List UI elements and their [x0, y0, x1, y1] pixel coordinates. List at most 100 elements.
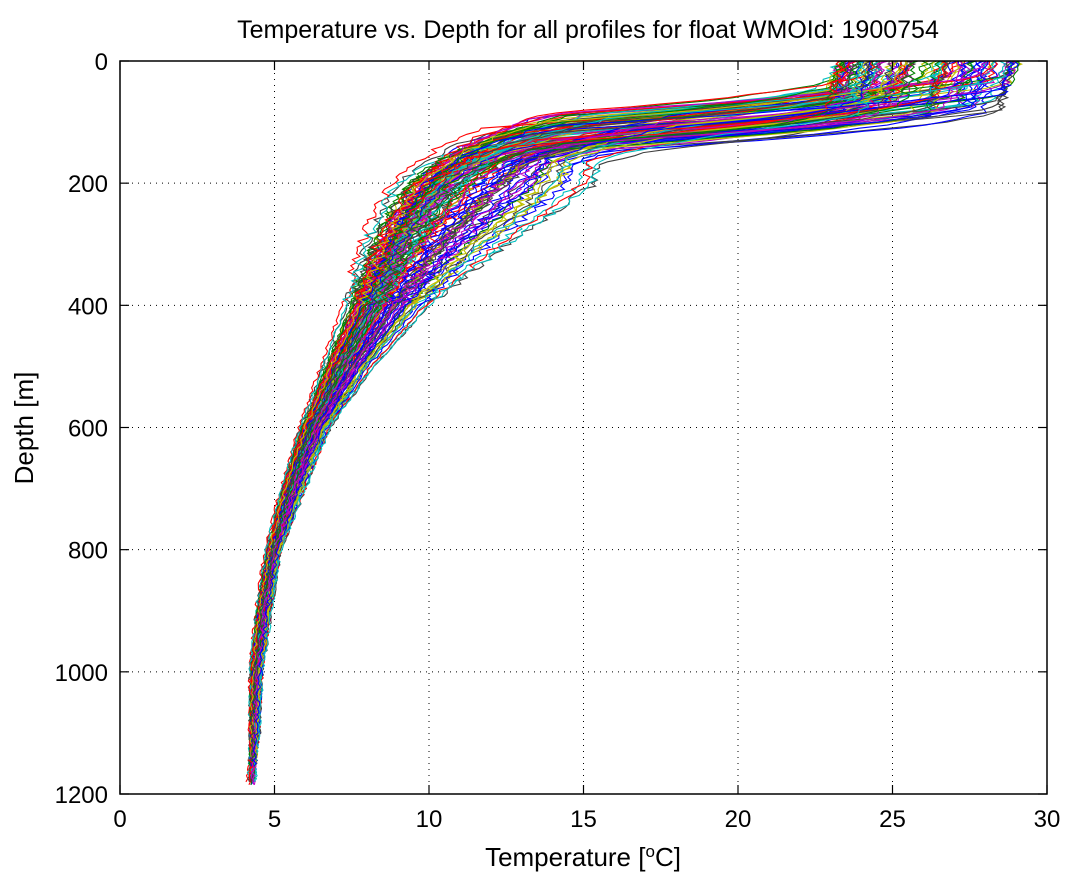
profile-line [251, 60, 917, 767]
profile-line [252, 60, 897, 770]
profile-line [249, 60, 1024, 773]
profile-line [252, 60, 870, 777]
axes [119, 60, 1048, 795]
profile-line [251, 60, 977, 780]
profile-line [251, 60, 968, 755]
profile-line [248, 60, 968, 777]
profile-line [253, 60, 900, 755]
profile-line [248, 60, 882, 776]
profile-line [249, 60, 966, 761]
x-tick-label: 15 [570, 806, 597, 833]
y-tick-label: 600 [68, 416, 108, 443]
profile-line [249, 60, 962, 773]
profile-line [250, 60, 1012, 749]
profile-line [250, 60, 909, 758]
y-tick-label: 800 [68, 538, 108, 565]
profile-line [250, 60, 973, 785]
profile-line [251, 60, 945, 752]
profile-line [252, 60, 865, 783]
profile-line [254, 60, 899, 752]
profile-line [245, 60, 858, 783]
profile-line [248, 60, 1020, 749]
profile-line [249, 60, 914, 779]
profile-line [250, 60, 860, 761]
profile-line [252, 60, 966, 755]
tick-labels: 0 5 10 15 20 25 30 0 200 400 600 800 1000 1200 [55, 49, 1061, 833]
y-tick-label: 400 [68, 293, 108, 320]
profile-line [250, 60, 988, 786]
x-tick-label: 0 [113, 806, 126, 833]
profile-line [248, 60, 1016, 755]
profile-line [250, 60, 948, 776]
x-axis-title-prefix: Temperature [ [485, 842, 646, 872]
x-axis-title: Temperature [oC] [485, 842, 681, 873]
profile-line [250, 60, 897, 758]
profile-line [250, 60, 915, 758]
profile-line [249, 60, 860, 770]
x-tick-label: 10 [416, 806, 443, 833]
profile-line [253, 60, 871, 764]
profile-line [252, 60, 974, 758]
profile-line [249, 60, 991, 773]
profile-line [249, 60, 963, 767]
profile-line [256, 60, 870, 749]
profile-line [251, 60, 982, 758]
profile-line [246, 60, 943, 777]
profile-line [249, 60, 908, 758]
profile-line [250, 60, 880, 773]
profile-line [252, 60, 856, 783]
profile-line [250, 60, 989, 767]
profile-line [251, 60, 908, 761]
profile-line [249, 60, 937, 779]
profile-line [248, 60, 994, 773]
y-tick-label: 1200 [55, 782, 108, 809]
profile-line [248, 60, 952, 782]
profile-line [250, 60, 962, 773]
y-tick-label: 1000 [55, 660, 108, 687]
profile-line [249, 60, 848, 780]
profile-line [251, 60, 915, 764]
profile-line [250, 60, 974, 767]
profile-line [252, 60, 985, 752]
profile-line [253, 60, 997, 782]
profile-line [249, 60, 1020, 779]
profile-line [249, 60, 883, 749]
profile-line [254, 60, 999, 755]
profile-series [245, 60, 1024, 786]
profile-line [248, 60, 958, 758]
profile-line [249, 60, 992, 764]
x-axis-title-superscript: o [645, 842, 654, 861]
profile-line [250, 60, 950, 779]
profile-line [251, 60, 978, 776]
y-tick-label: 200 [68, 171, 108, 198]
x-tick-label: 5 [268, 806, 281, 833]
profile-line [247, 60, 878, 764]
profile-line [252, 60, 909, 755]
y-axis-title: Depth [m] [9, 372, 39, 485]
profile-line [252, 60, 1016, 786]
y-tick-label: 0 [95, 49, 108, 76]
x-tick-label: 20 [725, 806, 752, 833]
profile-line [249, 60, 1016, 761]
profile-line [254, 60, 870, 761]
profile-line [250, 60, 907, 749]
profile-line [251, 60, 877, 758]
profile-line [249, 60, 1019, 773]
grid-lines [120, 61, 1047, 794]
profile-line [250, 60, 1012, 777]
profile-line [253, 60, 993, 755]
profile-line [250, 60, 976, 755]
profile-line [248, 60, 857, 776]
profile-line [250, 60, 950, 782]
profile-line [252, 60, 1015, 758]
profile-line [249, 60, 907, 773]
profile-line [247, 60, 917, 783]
profile-line [251, 60, 903, 773]
profile-line [252, 60, 875, 767]
profile-line [250, 60, 1010, 782]
x-tick-label: 30 [1034, 806, 1061, 833]
profile-line [249, 60, 1017, 773]
profile-line [251, 60, 945, 749]
x-tick-label: 25 [879, 806, 906, 833]
